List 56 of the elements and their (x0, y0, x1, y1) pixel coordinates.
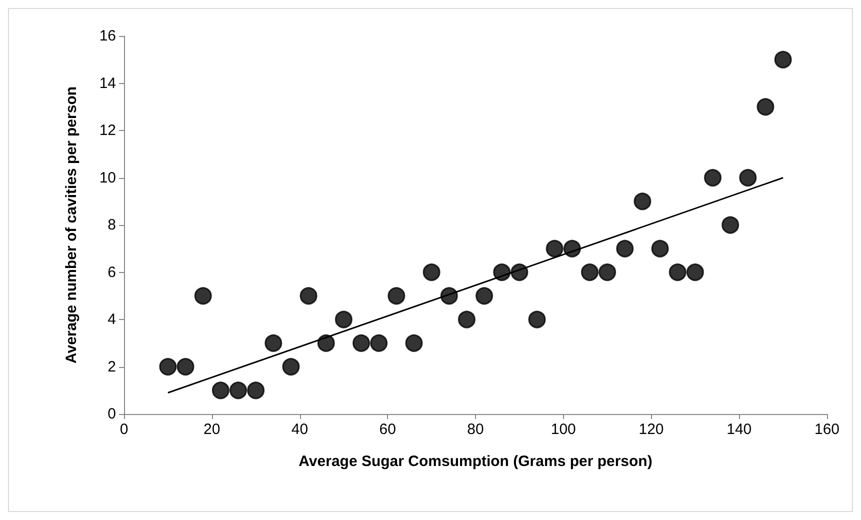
x-tick-label: 20 (204, 421, 220, 438)
point (405, 334, 423, 352)
y-tick-label: 6 (108, 264, 116, 281)
point (264, 334, 282, 352)
point (598, 264, 616, 281)
x-tick-label: 40 (291, 421, 308, 438)
point (739, 169, 757, 186)
point (774, 50, 792, 68)
x-tick-label: 100 (550, 421, 576, 438)
point (247, 382, 265, 400)
point (581, 264, 598, 281)
x-axis-title: Average Sugar Comsumption (Grams per person) (298, 453, 652, 470)
point (510, 264, 528, 281)
point (563, 240, 581, 258)
point (352, 334, 370, 352)
y-tick-label: 4 (108, 311, 116, 328)
y-tick-label: 2 (108, 358, 116, 376)
y-tick-label: 12 (99, 122, 116, 139)
point (300, 287, 318, 305)
x-tick-label: 0 (120, 421, 128, 438)
point (176, 358, 194, 376)
x-tick-label: 60 (379, 421, 396, 438)
point (651, 240, 669, 258)
point (616, 240, 634, 258)
point (493, 264, 511, 281)
point (458, 310, 476, 328)
y-tick-label: 0 (108, 406, 116, 422)
y-tick-label: 16 (99, 28, 116, 44)
point (317, 334, 335, 352)
point (422, 264, 440, 281)
point (159, 358, 177, 376)
x-tick-label: 160 (814, 421, 840, 438)
x-tick-label: 80 (467, 421, 484, 438)
y-tick-label: 8 (108, 216, 116, 234)
point (722, 216, 740, 234)
point (686, 264, 704, 281)
point (668, 264, 686, 281)
point (528, 310, 546, 328)
point (230, 382, 247, 400)
x-tick-label: 140 (726, 421, 752, 438)
point (546, 240, 564, 258)
y-tick-label: 10 (99, 169, 116, 186)
point (212, 382, 230, 400)
point (282, 358, 300, 376)
point (476, 287, 494, 305)
x-tick-label: 120 (638, 421, 664, 438)
y-axis-title: Average number of cavities per person (63, 86, 80, 364)
point (756, 98, 774, 116)
point (194, 287, 212, 305)
point (370, 334, 388, 352)
point (634, 192, 652, 210)
point (704, 169, 722, 186)
y-tick-label: 14 (99, 74, 116, 92)
point (440, 287, 458, 305)
point (334, 310, 352, 328)
point (388, 287, 406, 305)
